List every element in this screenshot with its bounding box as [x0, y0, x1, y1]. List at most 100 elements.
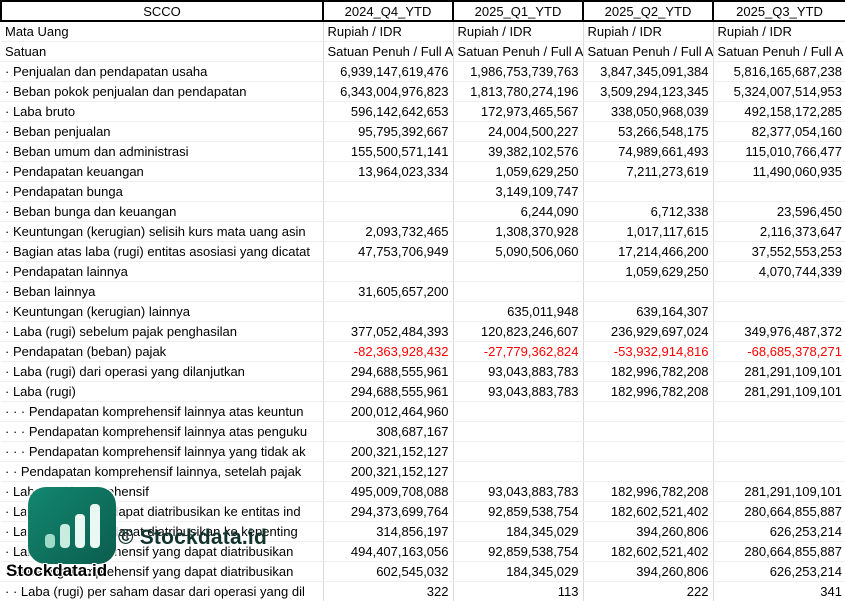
- value-cell: 37,552,553,253: [713, 241, 845, 262]
- row-label: · · · Pendapatan komprehensif lainnya ya…: [1, 441, 324, 462]
- value-cell: [583, 421, 714, 442]
- value-cell: [713, 281, 845, 302]
- table-row: · Beban pokok penjualan dan pendapatan 6,…: [1, 81, 845, 102]
- value-cell: [323, 261, 454, 282]
- row-label: Mata Uang: [1, 21, 324, 42]
- value-cell: 639,164,307: [583, 301, 714, 322]
- table-row: · · Pendapatan komprehensif lainnya, set…: [1, 461, 845, 482]
- value-cell: 341: [713, 581, 845, 601]
- meta-value-cell: Rupiah / IDR: [583, 21, 714, 42]
- period-header: 2024_Q4_YTD: [322, 0, 454, 22]
- table-row: · Pendapatan bunga 3,149,109,747: [1, 181, 845, 202]
- value-cell: [583, 181, 714, 202]
- row-label: · Beban umum dan administrasi: [1, 141, 324, 162]
- meta-value-cell: Rupiah / IDR: [323, 21, 454, 42]
- value-cell: 184,345,029: [453, 561, 584, 582]
- table-row: · Laba rugi komprehensif yang dapat diat…: [1, 541, 845, 562]
- table-row: · Laba rugi komprehensif495,009,708,0889…: [1, 481, 845, 502]
- value-cell: 394,260,806: [583, 521, 714, 542]
- table-row: · Penjualan dan pendapatan usaha 6,939,14…: [1, 61, 845, 82]
- value-cell: 93,043,883,783: [453, 381, 584, 402]
- meta-value-cell: Satuan Penuh / Full A: [713, 41, 845, 62]
- value-cell: 93,043,883,783: [453, 361, 584, 382]
- value-cell: 1,059,629,250: [583, 261, 714, 282]
- value-cell: 3,509,294,123,345: [583, 81, 714, 102]
- value-cell: 6,244,090: [453, 201, 584, 222]
- value-cell: 6,343,004,976,823: [323, 81, 454, 102]
- row-label: · Pendapatan bunga: [1, 181, 324, 202]
- table-row: Mata Uang Rupiah / IDR Rupiah / IDR Rupiah …: [1, 21, 845, 42]
- row-label: · Beban pokok penjualan dan pendapatan: [1, 81, 324, 102]
- table-row: · Laba rugi komprehensif yang dapat diat…: [1, 561, 845, 582]
- value-cell: [713, 441, 845, 462]
- value-cell: 182,602,521,402: [583, 501, 714, 522]
- value-cell: [713, 301, 845, 322]
- value-cell: 172,973,465,567: [453, 101, 584, 122]
- value-cell: [713, 401, 845, 422]
- value-cell: [453, 461, 584, 482]
- value-cell: 338,050,968,039: [583, 101, 714, 122]
- value-cell: 7,211,273,619: [583, 161, 714, 182]
- value-cell: 494,407,163,056: [323, 541, 454, 562]
- value-cell: [323, 301, 454, 322]
- value-cell: 39,382,102,576: [453, 141, 584, 162]
- value-cell: [583, 461, 714, 482]
- value-cell: 4,070,744,339: [713, 261, 845, 282]
- value-cell: 6,712,338: [583, 201, 714, 222]
- watermark-brand: Stockdata.id: [6, 561, 108, 580]
- value-cell: [323, 181, 454, 202]
- value-cell: 1,986,753,739,763: [453, 61, 584, 82]
- row-label: · Keuntungan (kerugian) lainnya: [1, 301, 324, 322]
- table-row: · Laba (rugi) sebelum pajak penghasilan 3…: [1, 321, 845, 342]
- table-row: · Pendapatan (beban) pajak -82,363,928,43…: [1, 341, 845, 362]
- meta-value-cell: Satuan Penuh / Full A: [323, 41, 454, 62]
- table-row: · Beban bunga dan keuangan 6,244,090 6,712…: [1, 201, 845, 222]
- value-cell: 394,260,806: [583, 561, 714, 582]
- value-cell: 53,266,548,175: [583, 121, 714, 142]
- value-cell: 377,052,484,393: [323, 321, 454, 342]
- bar-chart-icon: [74, 514, 85, 548]
- bar-chart-icon: [59, 524, 70, 548]
- row-label: · · · Pendapatan komprehensif lainnya at…: [1, 421, 324, 442]
- table-row: · Laba bruto 596,142,642,653 172,973,465,5…: [1, 101, 845, 122]
- row-label: · Pendapatan (beban) pajak: [1, 341, 324, 362]
- value-cell: 23,596,450: [713, 201, 845, 222]
- value-cell: 182,996,782,208: [583, 481, 714, 502]
- period-header: 2025_Q1_YTD: [452, 0, 584, 22]
- row-label: · Laba (rugi): [1, 381, 324, 402]
- value-cell: 222: [583, 581, 714, 601]
- table-row: · Pendapatan keuangan 13,964,023,334 1,059…: [1, 161, 845, 182]
- table-row: · Laba (rugi) 294,688,555,961 93,043,883,7…: [1, 381, 845, 402]
- value-cell: 74,989,661,493: [583, 141, 714, 162]
- value-cell: 2,116,373,647: [713, 221, 845, 242]
- period-header: 2025_Q3_YTD: [712, 0, 845, 22]
- value-cell: 92,859,538,754: [453, 501, 584, 522]
- value-cell: [713, 461, 845, 482]
- value-cell: 82,377,054,160: [713, 121, 845, 142]
- table-row: · Beban penjualan 95,795,392,667 24,004,50…: [1, 121, 845, 142]
- value-cell: 17,214,466,200: [583, 241, 714, 262]
- value-cell: 184,345,029: [453, 521, 584, 542]
- header-row: SCCO 2024_Q4_YTD 2025_Q1_YTD 2025_Q2_YTD 202…: [0, 0, 845, 22]
- value-cell: 495,009,708,088: [323, 481, 454, 502]
- table-row: · Pendapatan lainnya 1,059,629,250 4,070,7…: [1, 261, 845, 282]
- table-row: · Beban umum dan administrasi 155,500,571…: [1, 141, 845, 162]
- row-label: · Laba (rugi) dari operasi yang dilanjut…: [1, 361, 324, 382]
- value-cell: 281,291,109,101: [713, 381, 845, 402]
- row-label: · Laba rugi komprehensif yang dapat diat…: [1, 561, 324, 582]
- value-cell: 182,996,782,208: [583, 361, 714, 382]
- value-cell: 2,093,732,465: [323, 221, 454, 242]
- table-row: · Laba (rugi) dari operasi yang dilanjut…: [1, 361, 845, 382]
- value-cell: [453, 281, 584, 302]
- table-row: · Laba (rugi) yang dapat diatribusikan k…: [1, 501, 845, 522]
- value-cell: 322: [323, 581, 454, 601]
- value-cell: 1,017,117,615: [583, 221, 714, 242]
- value-cell: 280,664,855,887: [713, 501, 845, 522]
- value-cell: 626,253,214: [713, 561, 845, 582]
- value-cell: 236,929,697,024: [583, 321, 714, 342]
- meta-value-cell: Rupiah / IDR: [453, 21, 584, 42]
- value-cell: 95,795,392,667: [323, 121, 454, 142]
- table-row: · · · Pendapatan komprehensif lainnya ya…: [1, 441, 845, 462]
- table-row: · Keuntungan (kerugian) selisih kurs mat…: [1, 221, 845, 242]
